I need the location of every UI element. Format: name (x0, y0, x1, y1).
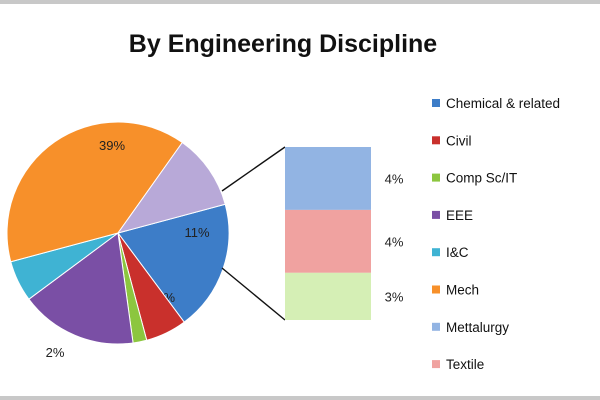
legend-swatch-textile (432, 360, 440, 369)
legend-label-textile: Textile (446, 357, 484, 372)
pie-slice-other (116, 141, 226, 234)
breakout-label-mettalurgy: 4% (385, 171, 404, 186)
breakout-bar: 4% 4% 3% (285, 147, 404, 320)
top-border (0, 0, 600, 4)
legend-swatch-civil (432, 136, 440, 145)
legend-label-comp-sc-it: Comp Sc/IT (446, 171, 517, 186)
pie: 19%6%2%17%6%39%11% (6, 121, 230, 360)
legend-label-i-c: I&C (446, 245, 469, 260)
legend-swatch-eee (432, 210, 440, 219)
breakout-label-textile: 4% (385, 234, 404, 249)
slice-label-other: 11% (184, 225, 209, 240)
legend-label-chemical-related: Chemical & related (446, 96, 560, 111)
breakout-segment-textile (285, 209, 371, 273)
legend-swatch-mettalurgy (432, 322, 440, 331)
legend-swatch-mech (432, 285, 440, 294)
legend-label-mettalurgy: Mettalurgy (446, 320, 509, 335)
legend-label-eee: EEE (446, 208, 473, 223)
legend: Chemical & related Civil Comp Sc/IT EEE I&C M… (432, 96, 560, 372)
legend-swatch-chemical-related (432, 99, 440, 107)
pie-slice-eee (28, 232, 134, 345)
legend-label-civil: Civil (446, 133, 472, 148)
bottom-border (0, 396, 600, 400)
pie-slice-mech (6, 121, 183, 263)
breakout-label-unlabeled: 3% (385, 289, 404, 304)
slice-label-comp-sc-it: 2% (46, 345, 65, 360)
legend-swatch-comp-sc-it (432, 173, 440, 182)
connector-lines (221, 146, 286, 321)
breakout-segment-unlabeled (285, 272, 371, 320)
legend-swatch-i-c (432, 248, 440, 257)
connector-line-top (221, 146, 286, 192)
legend-label-mech: Mech (446, 283, 479, 298)
slice-label-mech: 39% (99, 138, 125, 153)
connector-line-bottom (221, 267, 286, 321)
breakout-segment-mettalurgy (285, 147, 371, 210)
chart-title: By Engineering Discipline (129, 30, 437, 58)
